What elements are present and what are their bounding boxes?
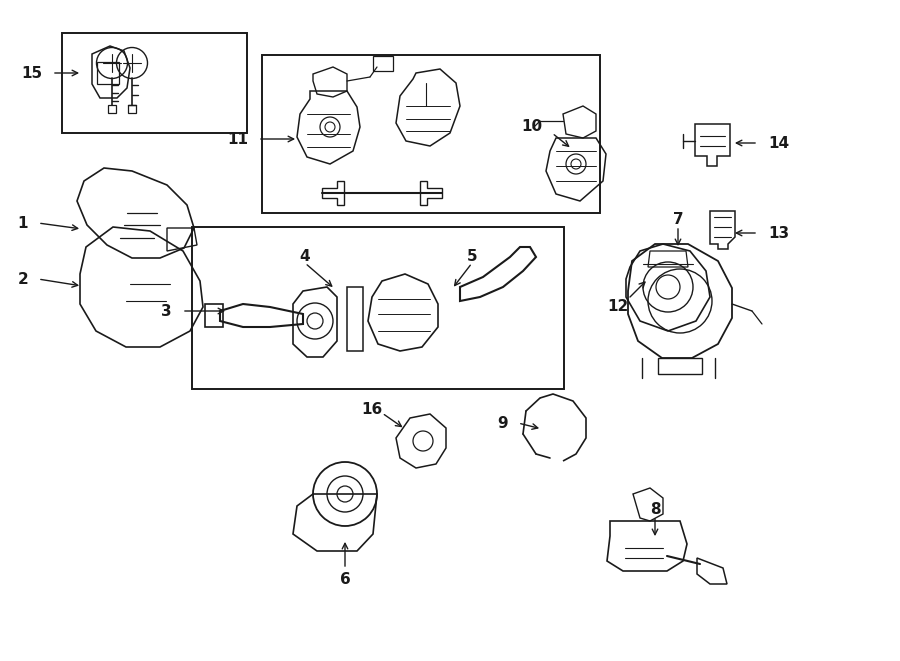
Bar	[373, 56, 393, 71]
Text: 9: 9	[498, 416, 508, 430]
Text: 4: 4	[300, 249, 310, 264]
Text: 5: 5	[467, 249, 477, 264]
Text: 2: 2	[17, 272, 28, 286]
Bar	[262, 55, 600, 213]
Text: 11: 11	[227, 132, 248, 147]
Text: 1: 1	[17, 215, 28, 231]
Text: 6: 6	[339, 572, 350, 586]
Text: 16: 16	[362, 401, 382, 416]
Text: 10: 10	[521, 118, 542, 134]
Text: 7: 7	[672, 212, 683, 227]
Text: 3: 3	[161, 303, 172, 319]
Text: 15: 15	[21, 65, 42, 81]
Text: 13: 13	[768, 225, 789, 241]
Bar	[62, 33, 247, 133]
Bar	[192, 227, 564, 389]
Text: 8: 8	[650, 502, 661, 516]
Text: 12: 12	[608, 299, 628, 313]
Text: 14: 14	[768, 136, 789, 151]
Bar	[97, 62, 119, 84]
